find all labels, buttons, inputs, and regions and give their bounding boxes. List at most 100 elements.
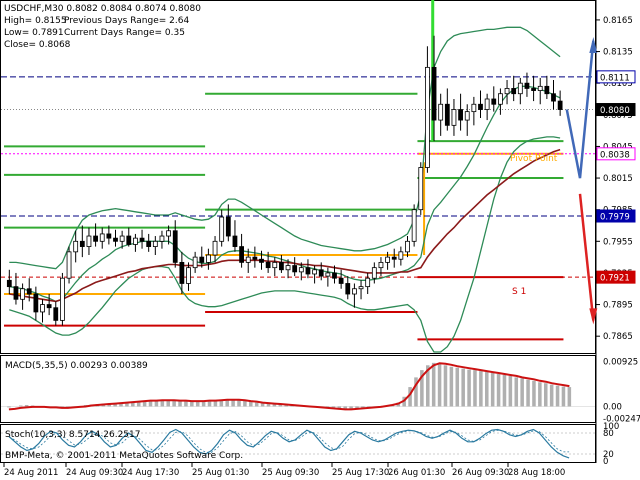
candle-body — [551, 93, 556, 102]
candle-body — [146, 240, 152, 247]
macd-tick-label: 0.00925 — [603, 358, 638, 368]
price-tick-label: 0.8165 — [603, 16, 633, 26]
previous-range-text: Previous Days Range= 2.64 — [64, 16, 189, 26]
candle-body — [206, 254, 211, 263]
candle-body — [20, 288, 25, 300]
projection-arrows — [565, 37, 598, 325]
high-text: High= 0.8155 — [4, 16, 67, 26]
candle-body — [272, 261, 278, 269]
time-tick-label: 25 Aug 17:30 — [332, 468, 389, 478]
macd-tick-label: -0.00247 — [603, 414, 640, 424]
candle-body — [391, 256, 397, 260]
horizontal-lines — [1, 76, 595, 278]
candle-body — [6, 279, 12, 288]
price-badge — [596, 147, 636, 161]
candle-body — [219, 216, 225, 242]
candle-body — [93, 235, 98, 242]
candle-body — [106, 233, 112, 239]
candle-body — [79, 240, 85, 247]
candle-body — [511, 88, 517, 95]
candle-body — [60, 277, 65, 321]
candle-body — [86, 235, 92, 247]
candle-body — [425, 66, 430, 168]
candle-body — [438, 103, 444, 121]
candle-body — [431, 66, 437, 121]
bollinger-bands — [9, 26, 561, 353]
projection-down-line — [578, 193, 595, 321]
candle-body — [232, 235, 238, 247]
price-tick-label: 0.7865 — [603, 332, 633, 342]
bb-lower-line — [9, 136, 561, 353]
macd-signal-line — [8, 362, 570, 411]
candle-body — [358, 286, 364, 290]
projection-up-arrowhead — [589, 37, 598, 54]
time-tick-label: 24 Aug 17:30 — [122, 468, 179, 478]
time-tick-label: 25 Aug 09:30 — [262, 468, 319, 478]
stoch-tick-label: 0 — [603, 457, 608, 467]
candle-body — [152, 240, 158, 247]
candle-body — [464, 111, 470, 121]
candle-body — [491, 98, 497, 105]
price-tick-label: 0.8135 — [603, 48, 633, 58]
candle-body — [557, 100, 563, 110]
candle-body — [531, 88, 536, 91]
time-tick-label: 24 Aug 2011 — [4, 468, 58, 478]
candle-body — [239, 246, 244, 263]
pivot-point-label: Pivot Point — [510, 154, 558, 164]
time-tick-label: 24 Aug 09:30 — [66, 468, 123, 478]
candle-body — [318, 269, 324, 277]
candle-body — [26, 288, 32, 295]
candle-body — [517, 82, 523, 95]
candle-body — [418, 167, 424, 211]
candle-body — [285, 265, 291, 271]
moving-average-line — [9, 148, 561, 303]
candle-body — [292, 265, 298, 273]
projection-up-line — [565, 40, 595, 179]
candle-body — [458, 109, 463, 121]
bb-mid-line — [9, 85, 561, 303]
price-badge — [596, 70, 636, 84]
candle-body — [73, 240, 79, 253]
price-tick-label: 0.8105 — [603, 79, 633, 89]
main-panel-frame — [0, 0, 596, 354]
candle-body — [365, 277, 371, 288]
stoch-tick-label: 20 — [603, 450, 614, 460]
candle-body — [186, 267, 191, 284]
candle-body — [504, 88, 510, 95]
projection-down-arrowhead — [589, 308, 598, 325]
candle-body — [212, 240, 218, 256]
close-text: Close= 0.8068 — [4, 40, 71, 50]
candle-body — [139, 237, 145, 242]
price-badge-label: 0.8080 — [600, 106, 630, 116]
stoch-tick-label: 80 — [603, 429, 614, 439]
current-range-text: Current Days Range= 0.35 — [64, 28, 185, 38]
stoch-tick-label: 100 — [603, 422, 619, 432]
candle-body — [252, 256, 258, 260]
candlesticks — [6, 35, 563, 326]
price-badge — [596, 103, 636, 117]
price-badge-label: 0.7979 — [600, 213, 630, 223]
candle-body — [119, 235, 125, 242]
time-tick-label: 25 Aug 01:30 — [192, 468, 249, 478]
candle-body — [325, 272, 331, 277]
macd-indicator: 0.00925 0.00 -0.00247 — [1, 358, 640, 424]
chart-header: USDCHF,M30 0.8082 0.8084 0.8074 0.8080 H… — [4, 4, 201, 50]
candle-body — [259, 258, 264, 263]
candle-body — [405, 240, 410, 253]
candle-body — [40, 304, 45, 313]
candle-body — [524, 82, 530, 89]
s1-label: S 1 — [512, 287, 526, 297]
price-badge-label: 0.8111 — [600, 73, 630, 83]
stoch-title: Stoch(10,3,3) 8.5714 26.2517 — [5, 430, 140, 440]
bb-upper-line — [9, 26, 561, 270]
symbol-line: USDCHF,M30 0.8082 0.8084 0.8074 0.8080 — [4, 4, 201, 14]
candle-body — [332, 272, 337, 279]
candle-body — [498, 93, 503, 105]
candle-body — [66, 251, 72, 279]
candle-body — [352, 288, 357, 295]
candle-body — [484, 98, 490, 110]
candle-body — [192, 256, 198, 269]
